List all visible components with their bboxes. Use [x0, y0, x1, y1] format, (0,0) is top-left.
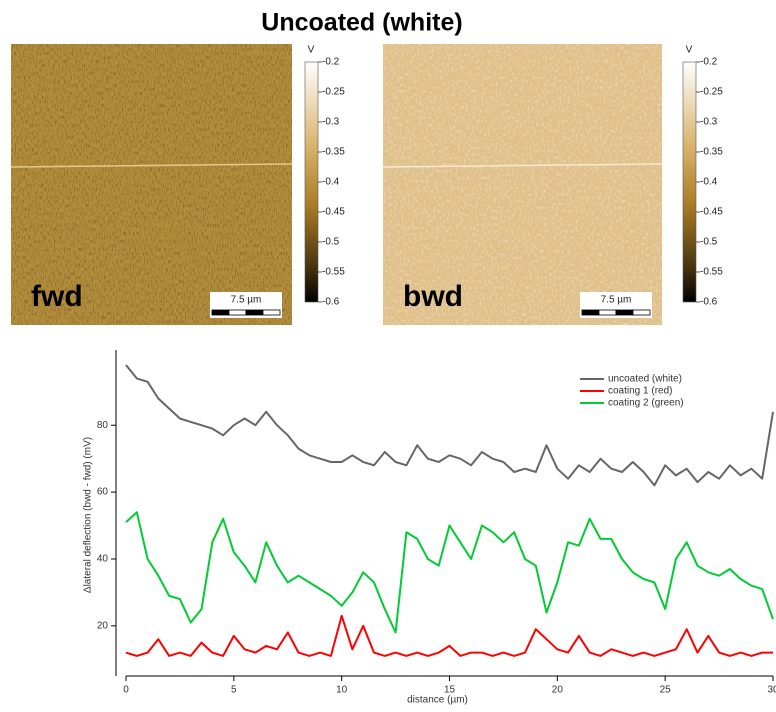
colorbar-tick-label: -0.45	[322, 207, 345, 218]
colorbar-tick-label: -0.25	[700, 87, 723, 98]
scale-bar-segment	[633, 310, 650, 315]
panel-label: fwd	[31, 280, 83, 313]
colorbar-tick-label: -0.5	[322, 237, 340, 248]
legend-label: uncoated (white)	[608, 374, 682, 385]
title: Uncoated (white)	[261, 9, 462, 37]
colorbar-tick-label: -0.2	[700, 57, 718, 68]
scale-bar-segment	[263, 310, 280, 315]
colorbar-tick-label: -0.2	[322, 57, 340, 68]
colorbar-tick-label: -0.35	[322, 147, 345, 158]
y-tick-label: 20	[97, 620, 109, 631]
scale-bar-segment	[212, 310, 229, 315]
y-tick-label: 60	[97, 487, 109, 498]
colorbar-tick-label: -0.35	[700, 147, 723, 158]
scale-bar-label: 7.5 µm	[601, 295, 632, 306]
colorbar-tick-label: -0.4	[700, 177, 718, 188]
colorbar-unit: V	[686, 45, 693, 56]
panel-label: bwd	[403, 280, 463, 313]
colorbar-tick-label: -0.6	[322, 297, 340, 308]
colorbar-tick-label: -0.6	[700, 297, 718, 308]
x-tick-label: 25	[660, 685, 672, 696]
scale-bar-segment	[582, 310, 599, 315]
scale-bar-segment	[246, 310, 263, 315]
series-line	[126, 512, 773, 632]
colorbar-tick-label: -0.3	[322, 117, 340, 128]
x-tick-label: 30	[767, 685, 776, 696]
colorbar	[305, 62, 318, 302]
colorbar	[683, 62, 696, 302]
y-axis-title: Δlateral deflection (bwd - fwd) (mV)	[83, 437, 94, 593]
legend-label: coating 1 (red)	[608, 386, 672, 397]
page: Uncoated (white) fwd7.5 µmV-0.2-0.25-0.3…	[0, 0, 776, 707]
x-tick-label: 5	[231, 685, 237, 696]
x-tick-label: 0	[123, 685, 129, 696]
scale-bar-label: 7.5 µm	[231, 295, 262, 306]
scale-bar-segment	[229, 310, 246, 315]
x-tick-label: 20	[552, 685, 564, 696]
x-tick-label: 10	[336, 685, 348, 696]
colorbar-tick-label: -0.25	[322, 87, 345, 98]
colorbar-tick-label: -0.4	[322, 177, 340, 188]
legend-label: coating 2 (green)	[608, 398, 684, 409]
scale-bar-segment	[616, 310, 633, 315]
colorbar-tick-label: -0.55	[700, 267, 723, 278]
scale-bar-segment	[599, 310, 616, 315]
colorbar-tick-label: -0.55	[322, 267, 345, 278]
y-tick-label: 80	[97, 420, 109, 431]
x-axis-title: distance (µm)	[407, 695, 468, 706]
colorbar-tick-label: -0.3	[700, 117, 718, 128]
series-line	[126, 616, 773, 656]
colorbar-tick-label: -0.45	[700, 207, 723, 218]
colorbar-unit: V	[308, 45, 315, 56]
y-tick-label: 40	[97, 554, 109, 565]
colorbar-tick-label: -0.5	[700, 237, 718, 248]
